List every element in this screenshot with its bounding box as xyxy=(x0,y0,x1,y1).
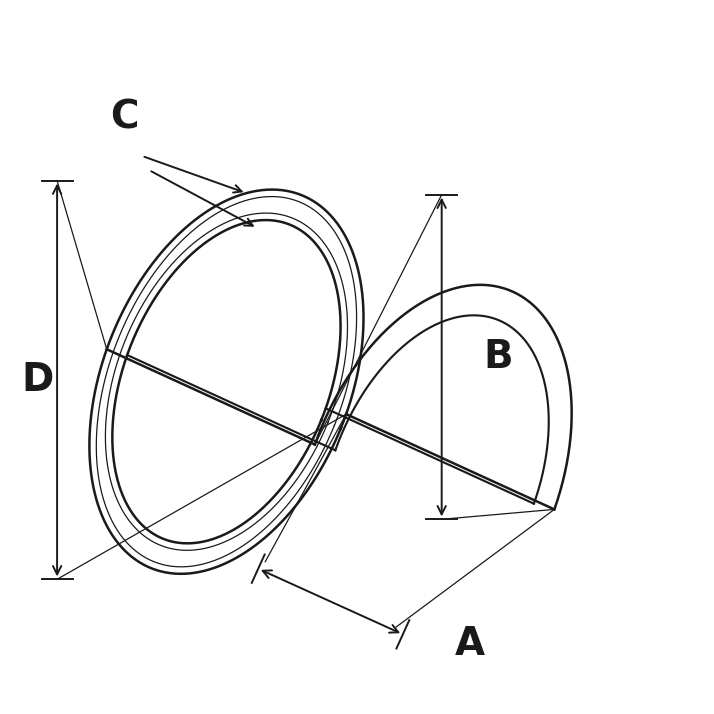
Text: D: D xyxy=(21,361,54,398)
Text: A: A xyxy=(455,625,485,663)
Text: B: B xyxy=(483,338,513,376)
Text: C: C xyxy=(110,98,139,136)
